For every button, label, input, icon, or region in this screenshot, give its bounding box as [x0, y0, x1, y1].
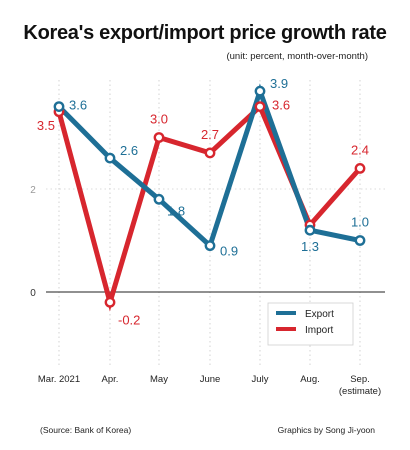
data-point-import [153, 132, 165, 143]
chart-title: Korea's export/import price growth rate [23, 22, 387, 44]
x-tick-label: June [200, 374, 221, 385]
data-label-export: 3.9 [270, 76, 288, 91]
data-label-import: 2.4 [351, 142, 369, 157]
graphics-credit: Graphics by Song Ji-yoon [277, 425, 375, 435]
data-label-export: 2.6 [120, 143, 138, 158]
data-point-import [204, 147, 216, 159]
data-label-export: 1.8 [167, 203, 185, 218]
x-tick-label: Apr. [102, 374, 119, 385]
legend: Export Import [267, 302, 354, 346]
data-point-export [354, 235, 366, 246]
data-point-export [153, 193, 165, 205]
data-label-export: 1.3 [301, 239, 319, 254]
y-tick-label: 2 [30, 185, 36, 196]
data-point-import [354, 162, 366, 174]
source-note: (Source: Bank of Korea) [40, 425, 132, 435]
data-point-export [254, 85, 266, 97]
data-label-import: 3.5 [37, 118, 55, 133]
x-tick-label: May [150, 374, 168, 385]
legend-label-export: Export [305, 309, 334, 320]
data-label-export: 3.6 [69, 98, 87, 113]
y-tick-label: 0 [30, 288, 36, 299]
data-label-import: 2.7 [201, 127, 219, 142]
data-label-import: 3.0 [150, 112, 168, 127]
legend-box [267, 302, 354, 346]
data-label-export: 1.0 [351, 215, 369, 230]
data-point-export [104, 152, 116, 164]
data-point-export [304, 224, 316, 236]
data-point-export [53, 101, 65, 113]
data-label-import: 3.6 [272, 98, 290, 113]
x-tick-label: Mar. 2021 [38, 374, 80, 385]
x-tick-label: Sep. (estimate) [339, 374, 381, 397]
chart-subtitle: (unit: percent, month-over-month) [226, 51, 368, 62]
legend-label-import: Import [305, 325, 334, 336]
data-point-export [204, 240, 216, 252]
data-point-import [254, 101, 266, 113]
x-tick-label: Aug. [300, 374, 320, 385]
data-point-import [104, 296, 116, 308]
x-tick-label: July [252, 374, 269, 385]
data-label-export: 0.9 [220, 244, 238, 259]
data-label-import: -0.2 [118, 312, 140, 327]
